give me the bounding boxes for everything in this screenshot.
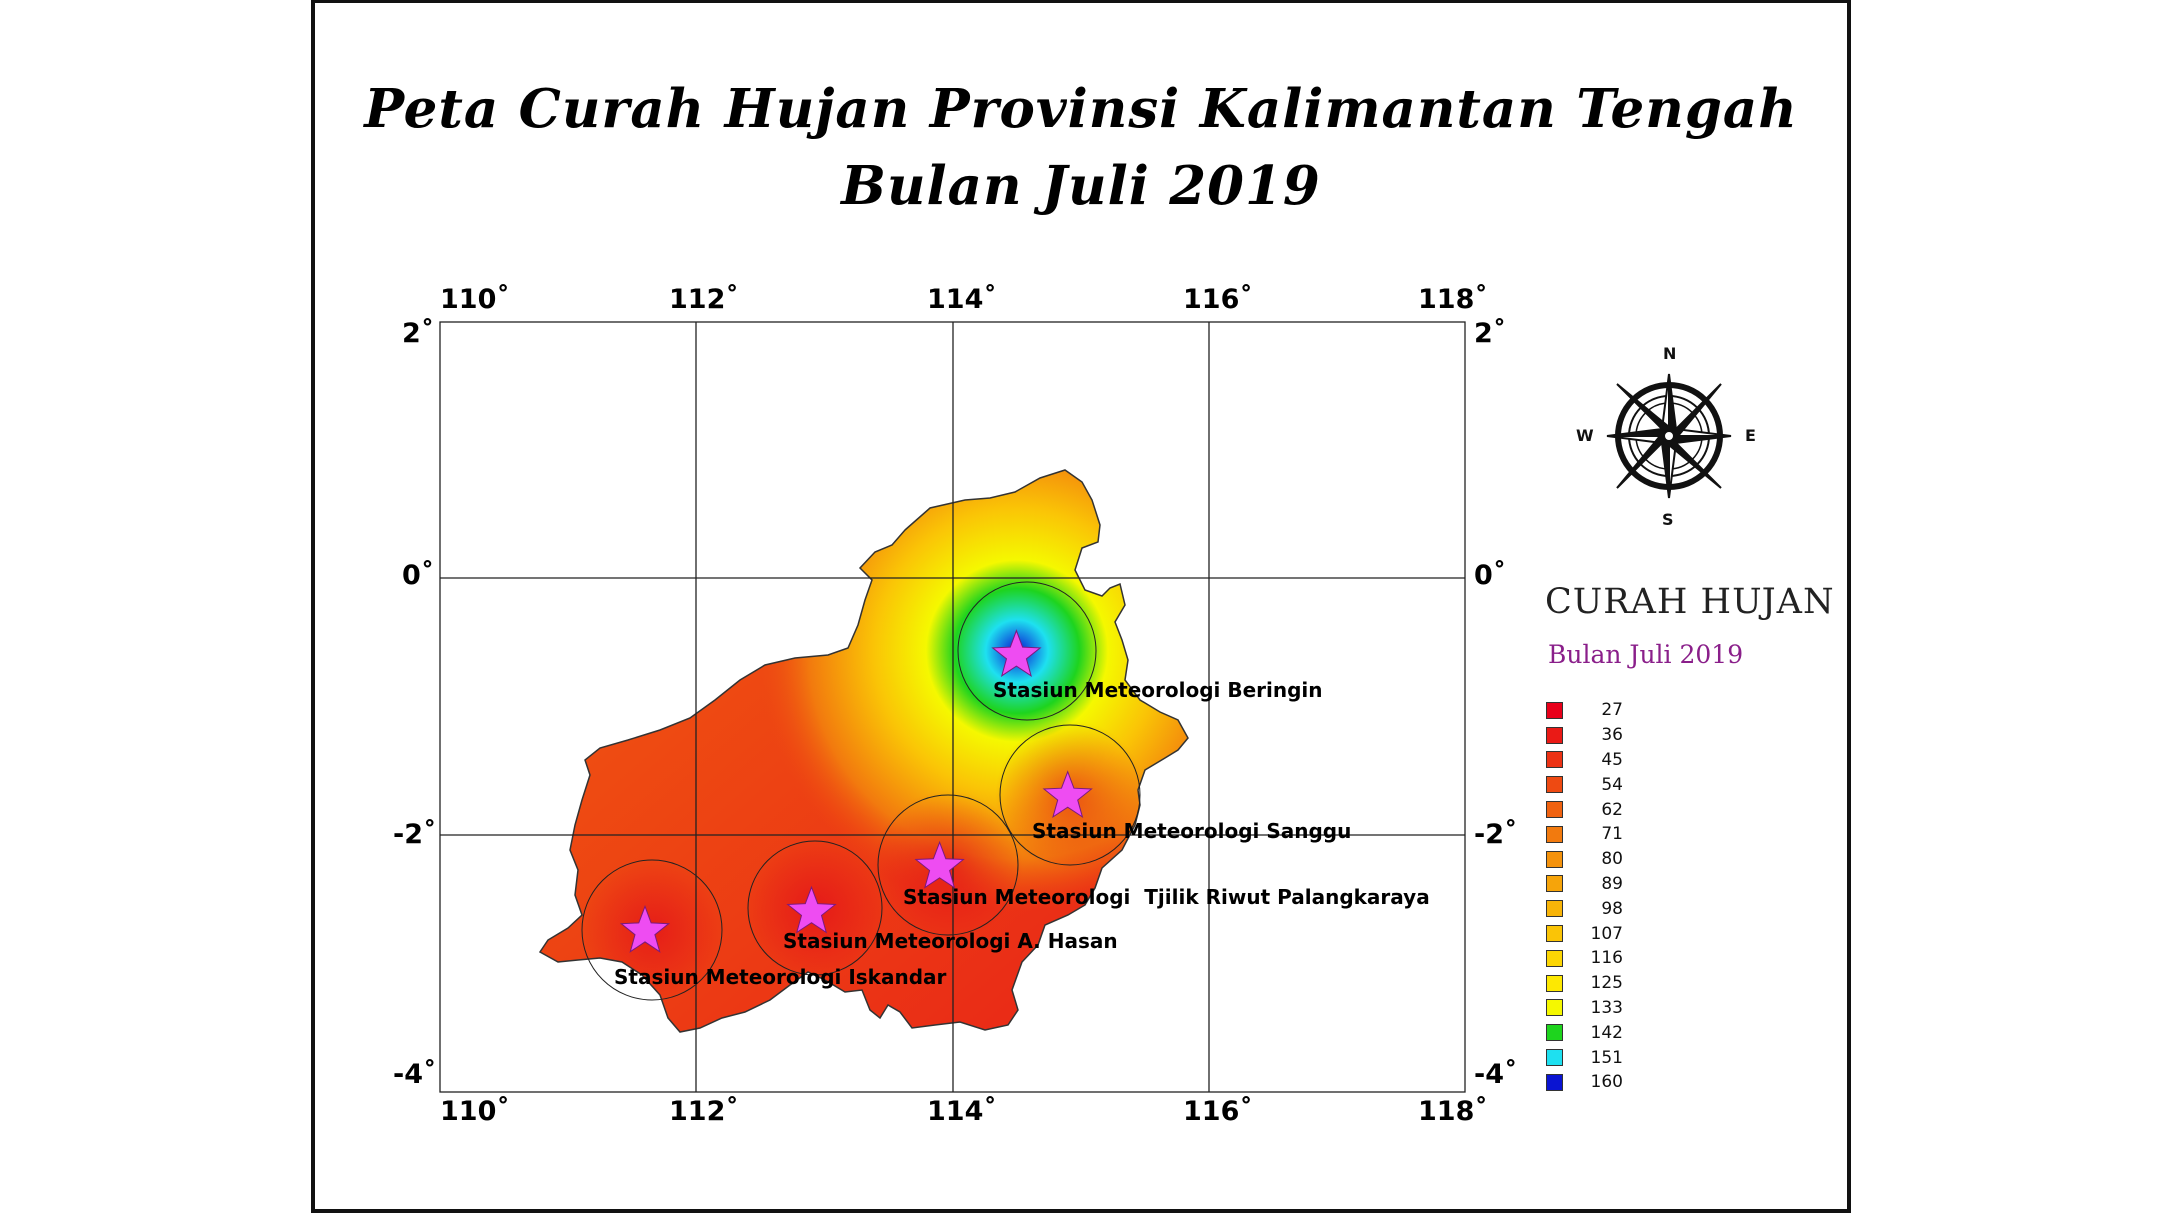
y-tick-right-neg4: -4˚: [1474, 1059, 1518, 1090]
legend-swatch: [1546, 776, 1563, 794]
legend-label: 27: [1601, 700, 1623, 721]
x-tick-bottom-112: 112˚: [669, 1096, 739, 1127]
legend-swatch: [1546, 825, 1563, 843]
legend-swatch: [1546, 726, 1563, 744]
legend-label: 98: [1601, 898, 1623, 919]
x-tick-bottom-118: 118˚: [1418, 1096, 1488, 1127]
legend-item: 133: [1546, 996, 1623, 1021]
legend-title: CURAH HUJAN: [1545, 582, 1835, 622]
legend-swatch: [1546, 751, 1563, 769]
legend-item: 89: [1546, 872, 1623, 897]
map-subtitle: Bulan Juli 2019: [841, 155, 1321, 217]
legend-label: 62: [1601, 799, 1623, 820]
legend-item: 71: [1546, 822, 1623, 847]
compass-w: W: [1576, 426, 1594, 445]
legend-swatch: [1546, 701, 1563, 719]
compass-e: E: [1745, 426, 1756, 445]
legend-item: 36: [1546, 723, 1623, 748]
x-tick-top-114: 114˚: [927, 284, 997, 315]
legend-item: 80: [1546, 847, 1623, 872]
y-tick-left-0: 0˚: [402, 560, 434, 591]
legend-item: 116: [1546, 946, 1623, 971]
buffer-palangkaraya: [877, 794, 1019, 936]
legend-label: 142: [1590, 1022, 1623, 1043]
station-label-ahasan: Stasiun Meteorologi A. Hasan: [783, 929, 1118, 953]
legend-swatch: [1546, 999, 1563, 1017]
legend-item: 125: [1546, 971, 1623, 996]
legend-label: 151: [1590, 1047, 1623, 1068]
station-label-beringin: Stasiun Meteorologi Beringin: [993, 678, 1323, 702]
graticule: [439, 321, 1466, 1093]
station-label-iskandar: Stasiun Meteorologi Iskandar: [614, 965, 947, 989]
x-tick-top-116: 116˚: [1183, 284, 1253, 315]
legend-item: 27: [1546, 698, 1623, 723]
legend-subtitle: Bulan Juli 2019: [1548, 640, 1744, 669]
legend-label: 107: [1590, 923, 1623, 944]
legend-label: 36: [1601, 725, 1623, 746]
station-marker-star-icon: [786, 885, 837, 934]
legend-swatch: [1546, 875, 1563, 893]
buffer-ahasan: [747, 840, 883, 976]
x-tick-bottom-116: 116˚: [1183, 1096, 1253, 1127]
station-labels: Stasiun Meteorologi Beringin Stasiun Met…: [614, 678, 1430, 989]
compass-n: N: [1663, 344, 1676, 363]
legend-swatch: [1546, 1024, 1563, 1042]
legend-swatch: [1546, 801, 1563, 819]
y-tick-left-neg4: -4˚: [393, 1059, 437, 1090]
legend-item: 98: [1546, 896, 1623, 921]
legend-label: 125: [1590, 973, 1623, 994]
compass-rose-icon: [1606, 373, 1732, 499]
legend-swatch: [1546, 949, 1563, 967]
legend-swatch: [1546, 974, 1563, 992]
legend-label: 45: [1601, 749, 1623, 770]
legend-label: 71: [1601, 824, 1623, 845]
legend-item: 107: [1546, 921, 1623, 946]
legend-label: 89: [1601, 873, 1623, 894]
x-tick-top-118: 118˚: [1418, 284, 1488, 315]
axis-labels: 110˚ 112˚ 114˚ 116˚ 118˚ 110˚ 112˚ 114˚ …: [393, 284, 1518, 1127]
station-marker-star-icon: [619, 904, 671, 953]
legend-item: 151: [1546, 1045, 1623, 1070]
legend-item: 142: [1546, 1020, 1623, 1045]
station-marker-star-icon: [1042, 770, 1093, 819]
legend-swatch: [1546, 925, 1563, 943]
station-label-palangkaraya: Stasiun Meteorologi Tjilik Riwut Palangk…: [903, 885, 1430, 909]
legend-item: 160: [1546, 1070, 1623, 1095]
x-tick-bottom-114: 114˚: [927, 1096, 997, 1127]
legend-label: 160: [1590, 1072, 1623, 1093]
buffer-iskandar: [581, 859, 723, 1001]
legend-label: 80: [1601, 849, 1623, 870]
compass-s: S: [1662, 510, 1674, 529]
y-tick-right-0: 0˚: [1474, 560, 1506, 591]
y-tick-right-neg2: -2˚: [1474, 819, 1518, 850]
legend-item: 62: [1546, 797, 1623, 822]
station-buffers: [581, 581, 1141, 1001]
station-marker-star-icon: [991, 629, 1042, 677]
legend-item: 54: [1546, 772, 1623, 797]
legend-label: 133: [1590, 997, 1623, 1018]
station-marker-star-icon: [914, 840, 965, 889]
x-tick-top-112: 112˚: [669, 284, 739, 315]
station-label-sanggu: Stasiun Meteorologi Sanggu: [1032, 819, 1351, 843]
legend-swatch: [1546, 900, 1563, 918]
legend-swatch: [1546, 1073, 1563, 1091]
station-markers: [619, 629, 1093, 953]
x-tick-bottom-110: 110˚: [440, 1096, 510, 1127]
map-title: Peta Curah Hujan Provinsi Kalimantan Ten…: [364, 78, 1798, 140]
legend-label: 116: [1590, 948, 1623, 969]
buffer-beringin: [957, 581, 1097, 721]
y-tick-left-neg2: -2˚: [393, 819, 437, 850]
y-tick-right-2: 2˚: [1474, 318, 1506, 349]
y-tick-left-2: 2˚: [402, 318, 434, 349]
legend-item: 45: [1546, 748, 1623, 773]
buffer-sanggu: [999, 724, 1141, 866]
legend-list: 27 36 45 54 62 71 80 89 98 107 116 125 133 142 151 160: [1546, 698, 1623, 1095]
legend-swatch: [1546, 1049, 1563, 1067]
x-tick-top-110: 110˚: [440, 284, 510, 315]
legend-label: 54: [1601, 774, 1623, 795]
legend-swatch: [1546, 850, 1563, 868]
compass-letters: N S E W: [1576, 344, 1756, 529]
